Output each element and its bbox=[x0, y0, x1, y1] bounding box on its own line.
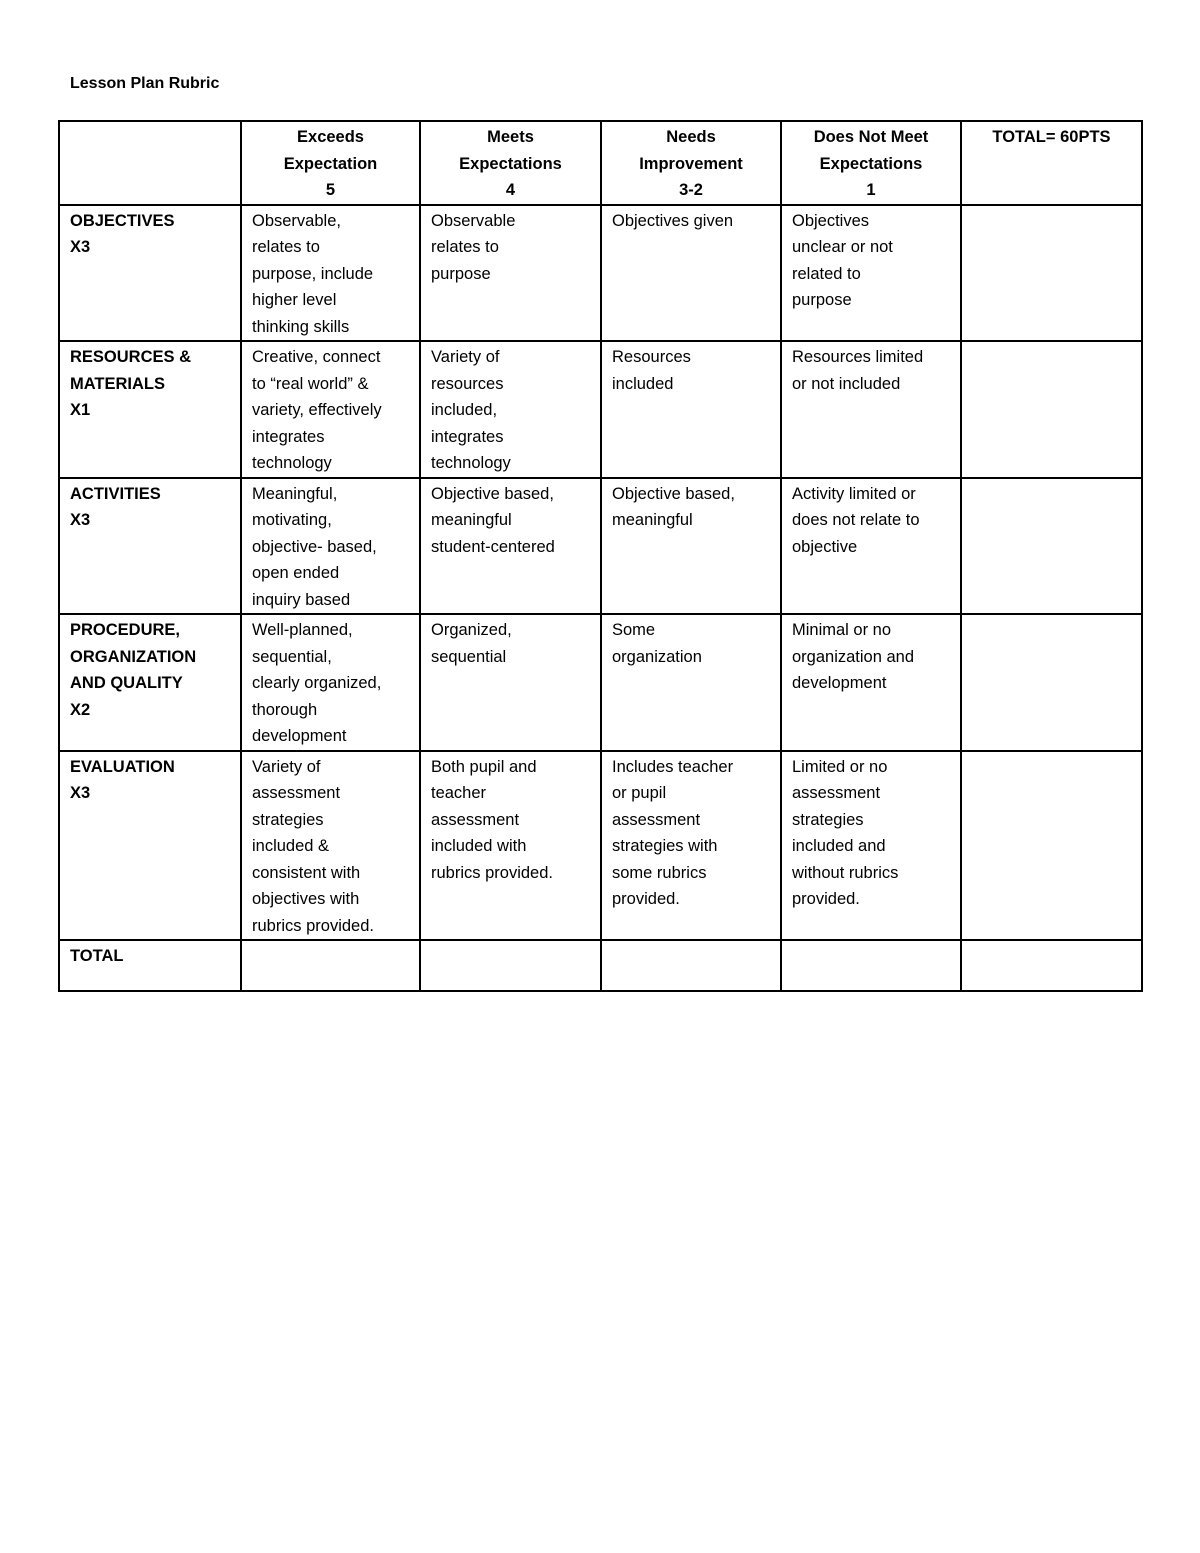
table-cell bbox=[600, 939, 782, 992]
header-meets: Meets Expectations 4 bbox=[419, 120, 602, 206]
document-title: Lesson Plan Rubric bbox=[70, 75, 220, 92]
header-cell-empty bbox=[58, 120, 242, 206]
table-cell bbox=[419, 939, 602, 992]
table-cell: Well-planned, sequential, clearly organi… bbox=[240, 613, 421, 752]
header-does-not-meet: Does Not Meet Expectations 1 bbox=[780, 120, 962, 206]
table-row-evaluation: EVALUATION X3 Variety of assessment stra… bbox=[58, 749, 1143, 941]
table-cell: Meaningful, motivating, objective- based… bbox=[240, 476, 421, 615]
table-cell bbox=[960, 613, 1143, 752]
table-cell: Variety of assessment strategies include… bbox=[240, 749, 421, 941]
table-cell: Activity limited or does not relate to o… bbox=[780, 476, 962, 615]
table-cell bbox=[960, 476, 1143, 615]
table-cell: Observable relates to purpose bbox=[419, 203, 602, 342]
table-cell: Variety of resources included, integrate… bbox=[419, 340, 602, 479]
row-label: ACTIVITIES X3 bbox=[58, 476, 242, 615]
table-row-activities: ACTIVITIES X3 Meaningful, motivating, ob… bbox=[58, 476, 1143, 615]
table-cell: Objective based, meaningful student-cent… bbox=[419, 476, 602, 615]
row-label: EVALUATION X3 bbox=[58, 749, 242, 941]
table-cell: Objectives given bbox=[600, 203, 782, 342]
table-cell bbox=[960, 749, 1143, 941]
table-cell: Objective based, meaningful bbox=[600, 476, 782, 615]
table-cell bbox=[960, 939, 1143, 992]
header-needs-improvement: Needs Improvement 3-2 bbox=[600, 120, 782, 206]
row-label: PROCEDURE, ORGANIZATION AND QUALITY X2 bbox=[58, 613, 242, 752]
table-cell bbox=[240, 939, 421, 992]
row-label: OBJECTIVES X3 bbox=[58, 203, 242, 342]
row-label: TOTAL bbox=[58, 939, 242, 992]
table-cell bbox=[960, 203, 1143, 342]
table-row-procedure: PROCEDURE, ORGANIZATION AND QUALITY X2 W… bbox=[58, 613, 1143, 752]
table-cell: Both pupil and teacher assessment includ… bbox=[419, 749, 602, 941]
table-row-objectives: OBJECTIVES X3 Observable, relates to pur… bbox=[58, 203, 1143, 342]
header-exceeds: Exceeds Expectation 5 bbox=[240, 120, 421, 206]
table-cell: Creative, connect to “real world” & vari… bbox=[240, 340, 421, 479]
table-cell: Resources limited or not included bbox=[780, 340, 962, 479]
table-row-total: TOTAL bbox=[58, 939, 1143, 992]
table-cell: Minimal or no organization and developme… bbox=[780, 613, 962, 752]
table-cell bbox=[960, 340, 1143, 479]
rubric-table: Exceeds Expectation 5 Meets Expectations… bbox=[58, 120, 1143, 992]
row-label: RESOURCES & MATERIALS X1 bbox=[58, 340, 242, 479]
table-cell: Limited or no assessment strategies incl… bbox=[780, 749, 962, 941]
table-row-resources: RESOURCES & MATERIALS X1 Creative, conne… bbox=[58, 340, 1143, 479]
table-cell: Includes teacher or pupil assessment str… bbox=[600, 749, 782, 941]
table-cell: Organized, sequential bbox=[419, 613, 602, 752]
table-cell: Some organization bbox=[600, 613, 782, 752]
table-cell: Resources included bbox=[600, 340, 782, 479]
header-row: Exceeds Expectation 5 Meets Expectations… bbox=[58, 120, 1143, 206]
table-cell: Objectives unclear or not related to pur… bbox=[780, 203, 962, 342]
table-cell bbox=[780, 939, 962, 992]
table-cell: Observable, relates to purpose, include … bbox=[240, 203, 421, 342]
header-total: TOTAL= 60PTS bbox=[960, 120, 1143, 206]
